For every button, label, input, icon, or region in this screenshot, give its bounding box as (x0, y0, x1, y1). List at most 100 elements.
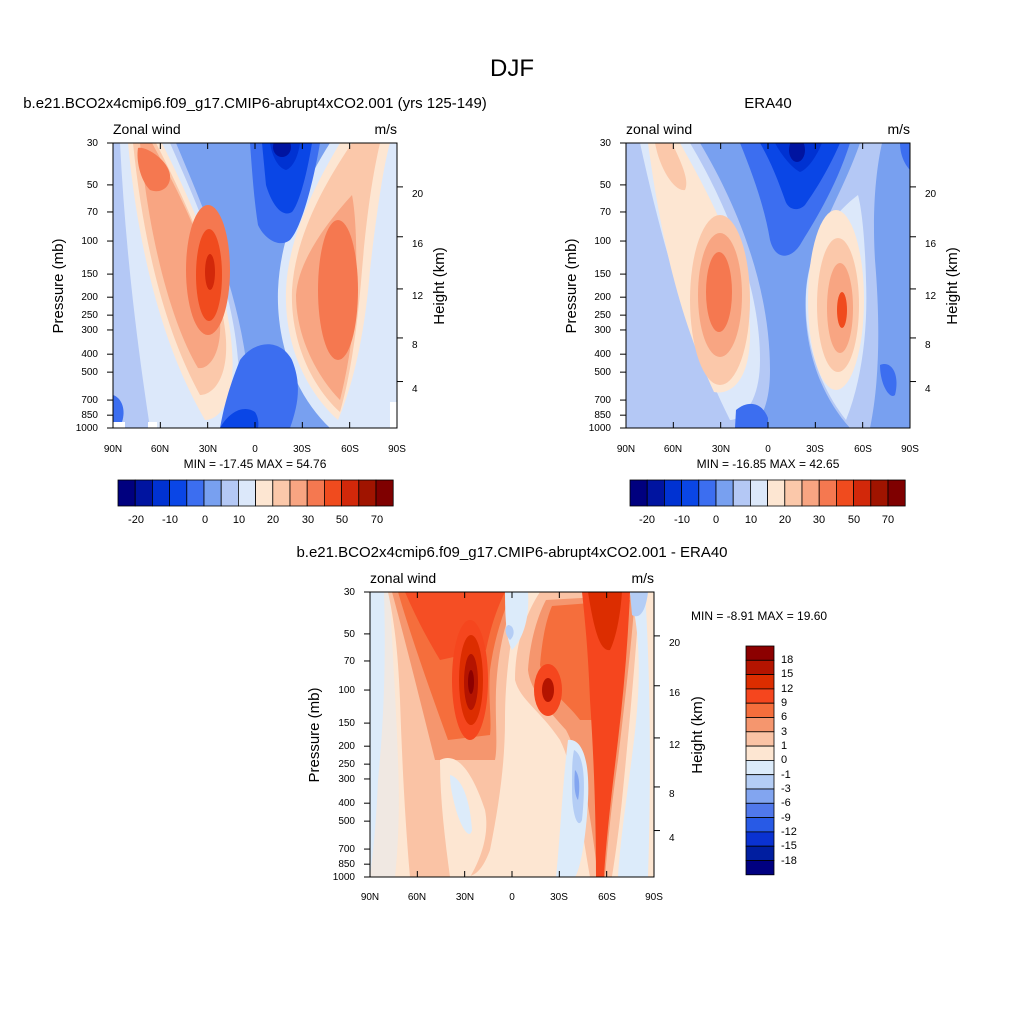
colorbar-boxes (745, 645, 775, 876)
x-tick-label: 30S (550, 892, 568, 903)
colorbar-box (745, 831, 775, 847)
stats-text: MIN = -17.45 MAX = 54.76 (184, 457, 327, 471)
colorbar-label: -12 (781, 826, 797, 838)
stats-text: MIN = -16.85 MAX = 42.65 (697, 457, 840, 471)
colorbar-boxes (629, 479, 906, 507)
y-right-tick-label: 20 (925, 189, 937, 200)
colorbar-box (151, 479, 170, 507)
colorbar-box (341, 479, 360, 507)
y-right-ticks: 4 8 12 16 20 (669, 638, 681, 844)
y-tick-label: 70 (600, 207, 612, 218)
colorbar-box (818, 479, 837, 507)
y-tick-label: 400 (338, 798, 355, 809)
panel-model: b.e21.BCO2x4cmip6.f09_g17.CMIP6-abrupt4x… (23, 95, 487, 526)
y-tick-label: 50 (344, 629, 356, 640)
colorbar-box (220, 479, 239, 507)
colorbar: -20 -10 0 10 20 30 50 70 (629, 479, 906, 526)
x-tick-label: 30S (806, 444, 824, 455)
y-tick-label: 400 (594, 349, 611, 360)
y-tick-label: 100 (338, 685, 355, 696)
y-tick-label: 500 (594, 367, 611, 378)
y-tick-label: 100 (81, 236, 98, 247)
y-tick-label: 200 (594, 292, 611, 303)
y-tick-label: 300 (81, 325, 98, 336)
y-right-tick-label: 8 (669, 789, 675, 800)
colorbar-box (375, 479, 394, 507)
x-tick-label: 30N (199, 444, 217, 455)
y-right-tick-label: 20 (412, 189, 424, 200)
x-ticks: 90N 60N 30N 0 30S 60S 90S (361, 892, 663, 903)
panel-difference: b.e21.BCO2x4cmip6.f09_g17.CMIP6-abrupt4x… (296, 544, 827, 903)
y-right-tick-label: 20 (669, 638, 681, 649)
colorbar-box (887, 479, 906, 507)
y-right-tick-label: 4 (669, 833, 675, 844)
y-right-tick-label: 8 (412, 340, 418, 351)
colorbar-box (745, 702, 775, 718)
colorbar-label: 50 (848, 514, 860, 526)
y-tick-label: 400 (81, 349, 98, 360)
colorbar-label: -20 (128, 514, 144, 526)
y-tick-label: 70 (87, 207, 99, 218)
colorbar-box (203, 479, 222, 507)
y-right-tick-label: 4 (925, 384, 931, 395)
colorbar-box (681, 479, 700, 507)
y-right-tick-label: 12 (412, 291, 424, 302)
y-axis-label-right: Height (km) (689, 696, 706, 774)
colorbar-box (134, 479, 153, 507)
colorbar-boxes (117, 479, 394, 507)
colorbar-box (358, 479, 377, 507)
panel-title: b.e21.BCO2x4cmip6.f09_g17.CMIP6-abrupt4x… (23, 95, 487, 112)
colorbar-box (646, 479, 665, 507)
y-tick-label: 850 (81, 410, 98, 421)
colorbar-label: -6 (781, 797, 791, 809)
colorbar-label: -20 (639, 514, 655, 526)
colorbar-label: 30 (813, 514, 825, 526)
colorbar-box (745, 774, 775, 790)
colorbar-box (629, 479, 648, 507)
colorbar-label: 6 (781, 711, 787, 723)
x-tick-label: 60S (854, 444, 872, 455)
y-right-tick-label: 4 (412, 384, 418, 395)
left-string: zonal wind (626, 121, 692, 137)
colorbar-box (745, 788, 775, 804)
colorbar-box (117, 479, 136, 507)
y-tick-label: 850 (338, 859, 355, 870)
colorbar-box (715, 479, 734, 507)
y-tick-label: 50 (87, 180, 99, 191)
colorbar-box (169, 479, 188, 507)
colorbar-box (767, 479, 786, 507)
colorbar-label: 0 (781, 754, 787, 766)
colorbar-box (186, 479, 205, 507)
y-tick-label: 1000 (589, 423, 612, 434)
y-tick-label: 150 (594, 269, 611, 280)
y-ticks: 30 50 70 100 150 200 250 300 400 500 700… (589, 138, 612, 434)
colorbar-box (745, 674, 775, 690)
y-tick-label: 700 (338, 844, 355, 855)
right-string: m/s (631, 570, 654, 586)
y-tick-label: 30 (344, 587, 356, 598)
y-tick-label: 70 (344, 656, 356, 667)
x-tick-label: 90S (388, 444, 406, 455)
y-axis-label: Pressure (mb) (306, 687, 323, 782)
colorbar-box (745, 731, 775, 747)
colorbar-box (801, 479, 820, 507)
colorbar-label: -18 (781, 855, 797, 867)
colorbar-box (289, 479, 308, 507)
y-tick-label: 250 (338, 759, 355, 770)
y-axis-label: Pressure (mb) (50, 238, 67, 333)
y-tick-label: 200 (338, 741, 355, 752)
y-axis-label: Pressure (mb) (563, 238, 580, 333)
x-tick-label: 30S (293, 444, 311, 455)
panel-title: ERA40 (744, 95, 792, 112)
x-ticks: 90N 60N 30N 0 30S 60S 90S (104, 444, 406, 455)
x-tick-label: 0 (509, 892, 515, 903)
x-tick-label: 60S (598, 892, 616, 903)
colorbar-label: 0 (202, 514, 208, 526)
colorbar-label: 10 (745, 514, 757, 526)
colorbar-box (323, 479, 342, 507)
colorbar-label: -9 (781, 812, 791, 824)
y-right-tick-label: 16 (412, 239, 424, 250)
colorbar-label: 20 (779, 514, 791, 526)
colorbar-box (745, 817, 775, 833)
colorbar-box (237, 479, 256, 507)
